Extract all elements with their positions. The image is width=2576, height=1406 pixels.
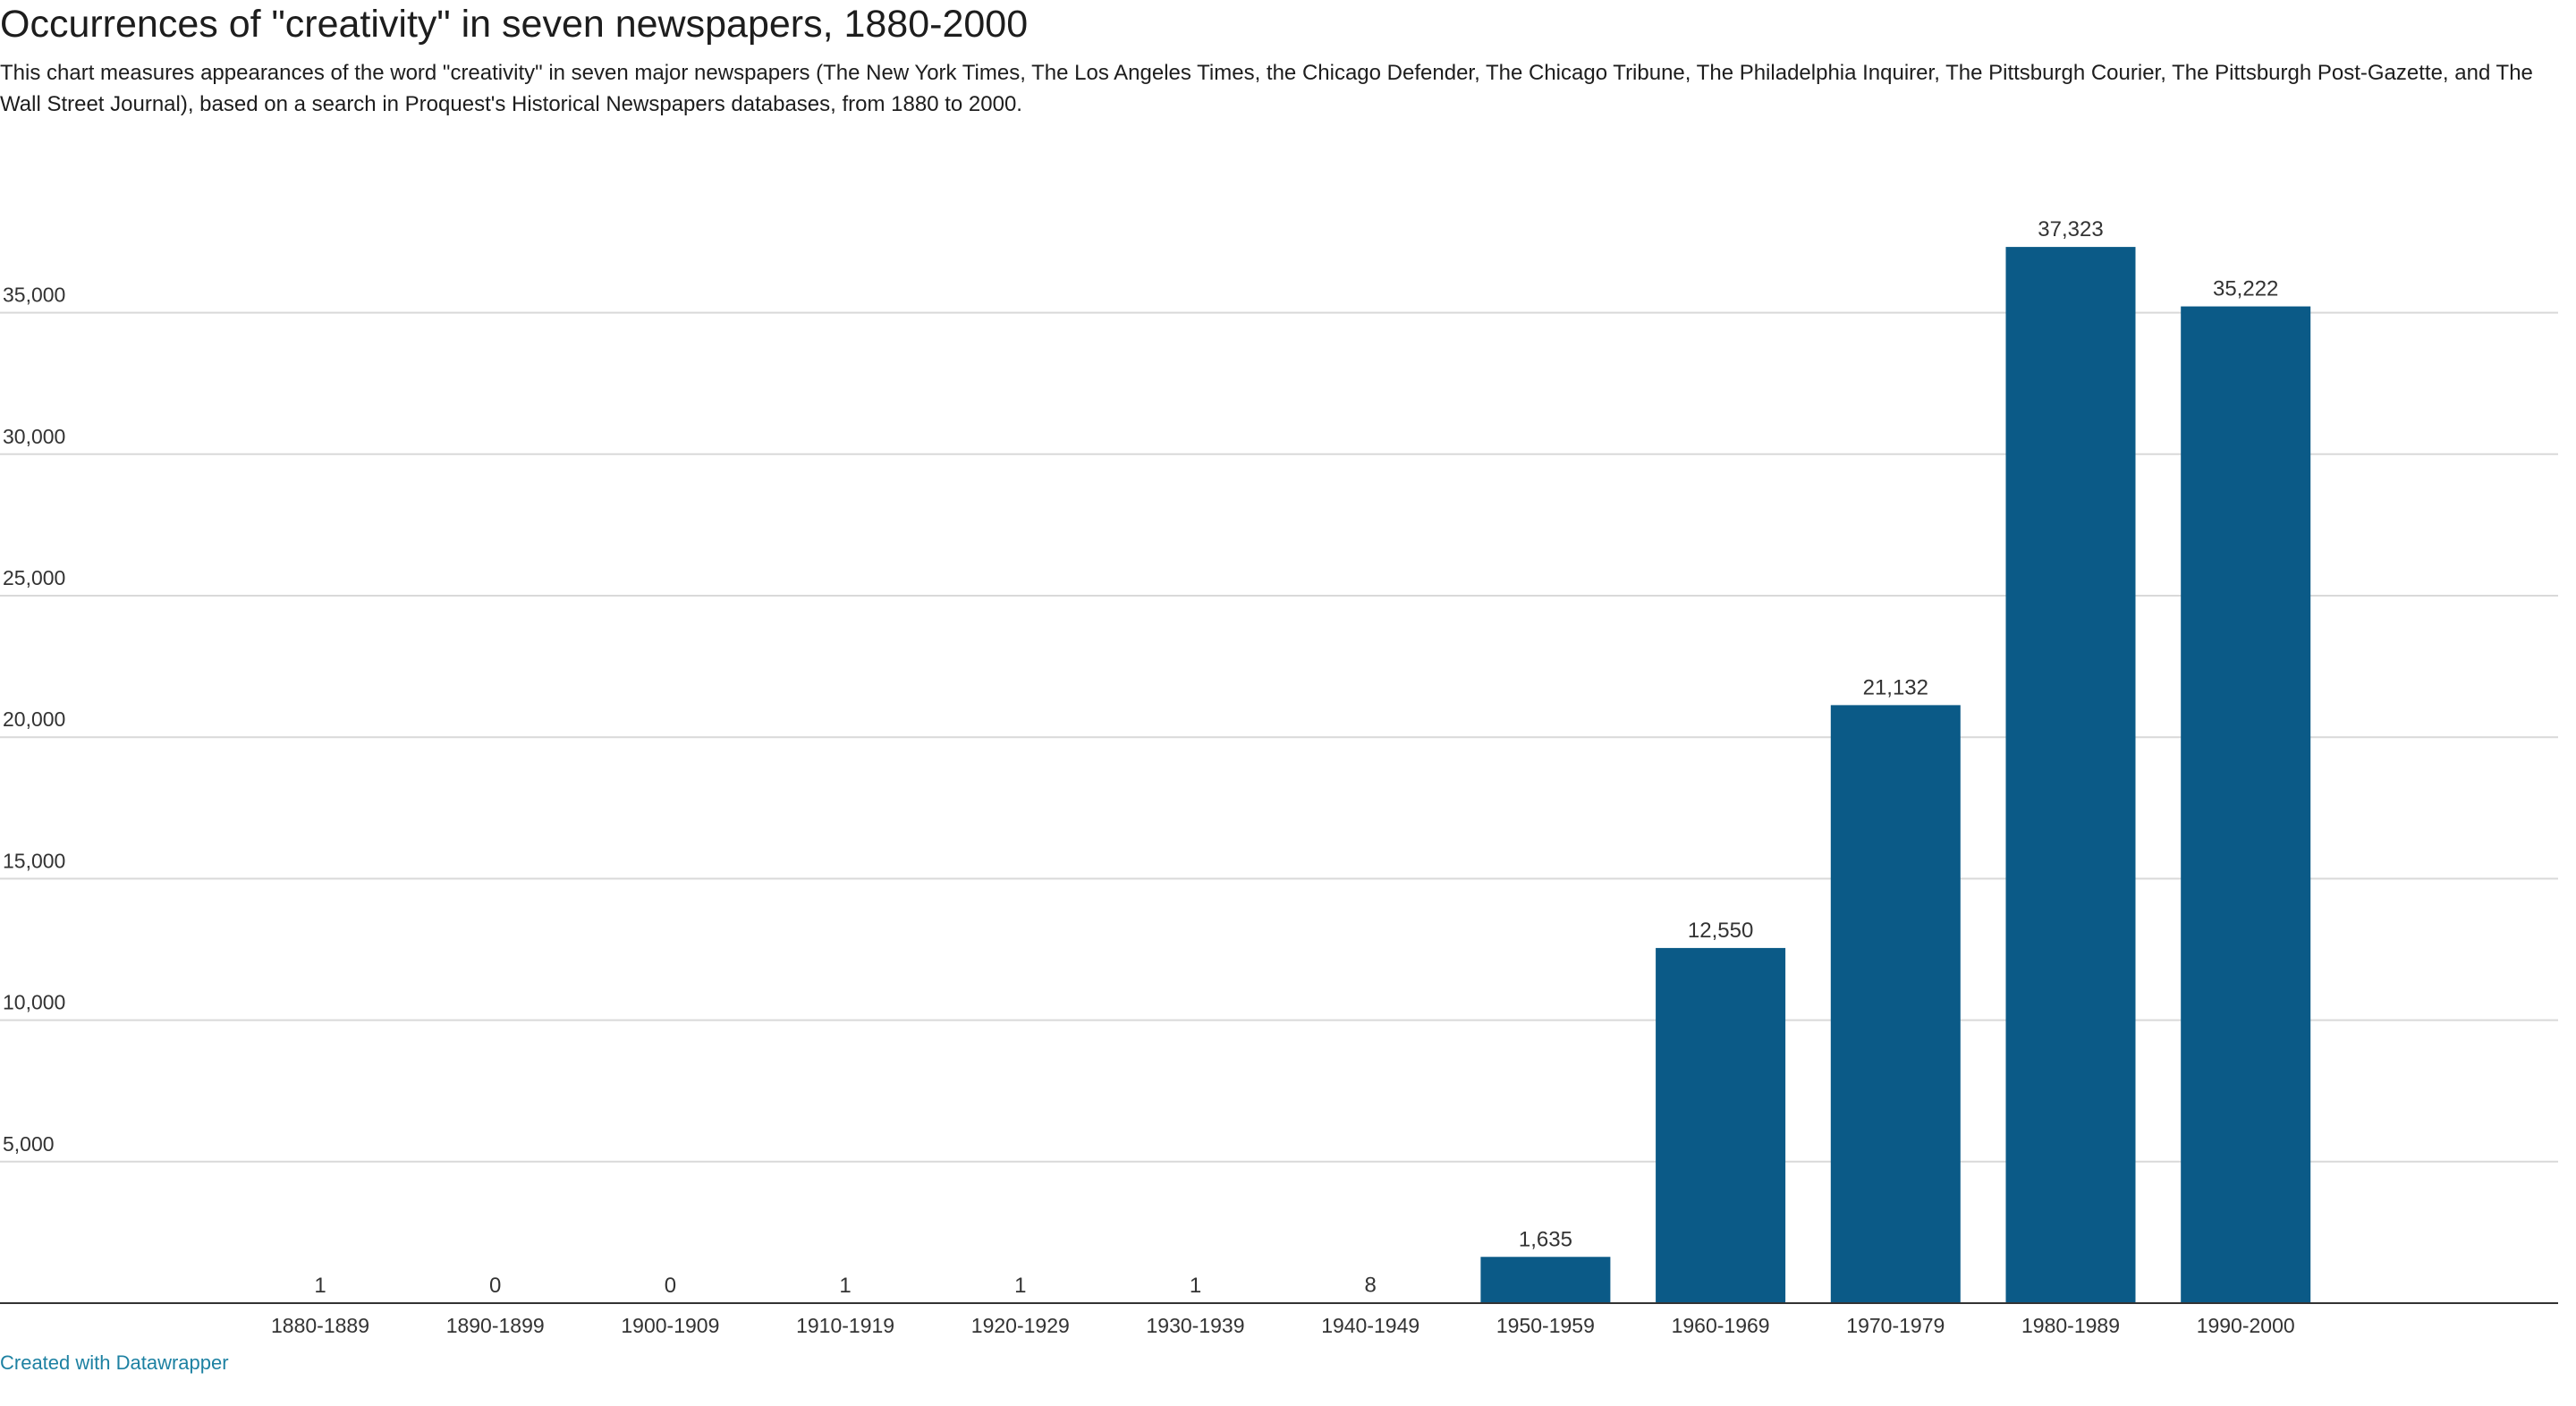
y-tick-label: 30,000	[3, 425, 65, 448]
chart-area: 5,000 10,000 15,000 20,000 25,000 30,000 35,00…	[0, 134, 2576, 1351]
value-label: 1	[839, 1274, 851, 1298]
x-tick-label: 1910-1919	[796, 1314, 894, 1337]
value-label: 37,323	[2038, 217, 2103, 241]
value-labels: 1 0 0 1 1 1 8 1,635 12,550 21,132 37,323 35,222	[314, 217, 2278, 1298]
x-tick-label: 1930-1939	[1147, 1314, 1245, 1337]
x-tick-label: 1960-1969	[1672, 1314, 1770, 1337]
x-tick-label: 1920-1929	[971, 1314, 1070, 1337]
value-label: 35,222	[2213, 277, 2278, 301]
value-label: 8	[1365, 1274, 1377, 1298]
value-label: 1	[1014, 1274, 1026, 1298]
bars	[255, 247, 2311, 1303]
y-tick-label: 10,000	[3, 991, 65, 1014]
chart-title: Occurrences of "creativity" in seven new…	[0, 3, 1029, 46]
x-tick-label: 1990-2000	[2197, 1314, 2295, 1337]
x-axis-ticks: 1880-1889 1890-1899 1900-1909 1910-1919 1920…	[271, 1314, 2295, 1337]
y-tick-label: 20,000	[3, 707, 65, 731]
y-tick-label: 35,000	[3, 284, 65, 307]
value-label: 1,635	[1519, 1227, 1572, 1251]
value-label: 0	[665, 1274, 676, 1298]
datawrapper-credit-link[interactable]: Created with Datawrapper	[0, 1351, 229, 1374]
x-tick-label: 1900-1909	[621, 1314, 719, 1337]
y-axis-ticks: 5,000 10,000 15,000 20,000 25,000 30,000 35,00…	[3, 284, 65, 1156]
y-tick-label: 5,000	[3, 1132, 55, 1156]
x-tick-label: 1940-1949	[1321, 1314, 1419, 1337]
y-tick-label: 25,000	[3, 566, 65, 589]
x-tick-label: 1970-1979	[1846, 1314, 1945, 1337]
bar-chart: 5,000 10,000 15,000 20,000 25,000 30,000 35,00…	[0, 217, 2558, 1337]
value-label: 1	[1190, 1274, 1201, 1298]
value-label: 0	[489, 1274, 501, 1298]
bar-1960-1969	[1656, 947, 1786, 1303]
value-label: 12,550	[1688, 919, 1753, 943]
x-tick-label: 1890-1899	[446, 1314, 545, 1337]
x-tick-label: 1880-1889	[271, 1314, 369, 1337]
y-tick-label: 15,000	[3, 849, 65, 872]
value-label: 21,132	[1863, 675, 1928, 699]
chart-description: This chart measures appearances of the w…	[0, 61, 2533, 116]
bar-1950-1959	[1480, 1257, 1611, 1303]
bar-1990-2000	[2181, 306, 2311, 1303]
value-label: 1	[314, 1274, 326, 1298]
x-tick-label: 1950-1959	[1496, 1314, 1595, 1337]
bar-1980-1989	[2005, 247, 2136, 1303]
gridlines	[0, 311, 2558, 1163]
bar-1970-1979	[1830, 705, 1961, 1303]
x-tick-label: 1980-1989	[2021, 1314, 2120, 1337]
